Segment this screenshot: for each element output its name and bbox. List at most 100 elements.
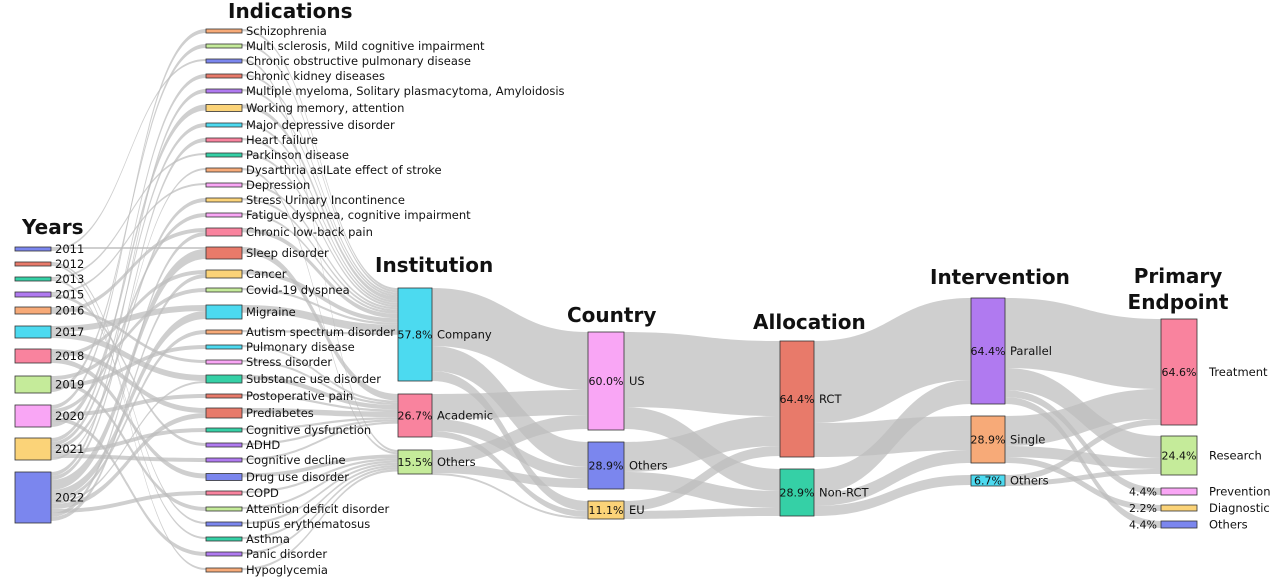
indications-node-asthma [205,536,243,542]
indications-node-depression [205,182,243,188]
indications-node-pulmonary-disease [205,344,243,350]
indications-institution-link [242,462,398,525]
indications-institution-link [242,375,398,410]
pct-prevention: 4.4% [1129,486,1157,499]
indications-institution-link [242,153,398,308]
pct-allocation-rct: 64.4% [780,393,815,406]
institution-country-link [432,390,588,419]
indications-institution-link [242,394,398,412]
years-indications-link [51,413,206,509]
indications-institution-link [242,421,398,461]
indications-institution-link [242,458,398,494]
institution-node-others [397,449,433,475]
years-indications-link [51,279,206,539]
indications-label-migraine: Migraine [246,305,296,319]
intervention-endpoint-link [1005,298,1161,389]
years-indications-link [51,198,206,450]
indications-label-adhd: ADHD [246,438,280,452]
pct-country-others: 28.9% [589,460,624,473]
indications-institution-link [242,228,398,319]
indications-node-chronic-kidney-diseases [205,73,243,79]
indications-node-migraine [205,304,243,320]
pct-others: 4.4% [1129,519,1157,532]
years-indications-link [51,168,206,460]
indications-node-multi-sclerosis-mild-cognitive-impairment [205,43,243,49]
indications-institution-link [242,44,398,293]
indications-label-major-depressive-disorder: Major depressive disorder [246,118,395,132]
primary_endpoint-node-prevention [1160,487,1198,496]
country-allocation-link [624,508,780,519]
indications-node-fatigue-dyspnea-cognitive-impairment [205,212,243,218]
years-indications-link [51,74,206,442]
intervention-label-single: Single [1010,433,1045,447]
pct-institution-academic: 26.7% [398,410,433,423]
institution-country-link [432,288,588,390]
years-indications-link [51,428,206,454]
indications-node-autism-spectrum-disorder [205,329,243,335]
indications-institution-link [242,305,398,333]
indications-label-working-memory-attention: Working memory, attention [246,101,404,115]
pct-intervention-parallel: 64.4% [971,345,1006,358]
column-headers: Years Indications Institution Country Al… [21,0,1229,334]
indications-node-drug-use-disorder [205,473,243,481]
years-indications-link [51,381,206,504]
years-label-2022: 2022 [55,491,84,505]
indications-node-stress-disorder [205,359,243,365]
indications-institution-link [242,454,398,478]
indications-label-substance-use-disorder: Substance use disorder [246,372,381,386]
indications-label-stress-urinary-incontinence: Stress Urinary Incontinence [246,193,405,207]
indications-label-sleep-disorder: Sleep disorder [246,246,329,260]
indications-node-dysarthria-asilate-effect-of-stroke [205,167,243,173]
years-node-2018 [14,348,52,364]
indications-label-attention-deficit-disorder: Attention deficit disorder [246,502,389,516]
intervention-node-others [970,474,1006,487]
indications-node-postoperative-pain [205,393,243,399]
country-allocation-link [624,472,780,508]
allocation-intervention-link [814,450,971,506]
years-indications-link [51,29,206,409]
primary_endpoint-node-research [1160,435,1198,476]
years-label-2019: 2019 [55,378,84,392]
years-indications-link [51,249,206,490]
years-label-2016: 2016 [55,304,84,318]
indications-node-multiple-myeloma-solitary-plasmacytoma-amyloidosis [205,88,243,94]
indications-label-lupus-erythematosus: Lupus erythematosus [246,517,370,531]
institution-country-link [432,464,588,488]
header-country: Country [567,303,656,327]
years-indications-link [51,417,206,556]
indications-institution-link [242,89,398,297]
indications-institution-link [242,464,398,540]
intervention-endpoint-link [1005,419,1161,481]
indications-node-panic-disorder [205,551,243,557]
years-indications-link [51,491,206,513]
pct-treatment: 64.6% [1162,366,1197,379]
indications-label-covid-19-dyspnea: Covid-19 dyspnea [246,283,350,297]
years-indications-link [51,274,206,521]
years-indications-link [51,232,206,517]
institution-label-others: Others [437,455,476,469]
indications-label-fatigue-dyspnea-cognitive-impairment: Fatigue dyspnea, cognitive impairment [246,208,471,222]
years-indications-link [51,138,206,480]
indications-institution-link [242,123,398,303]
indications-label-autism-spectrum-disorder: Autism spectrum disorder [246,325,395,339]
indications-label-cognitive-decline: Cognitive decline [246,453,346,467]
country-node-eu [587,500,625,520]
indications-label-postoperative-pain: Postoperative pain [246,389,353,403]
indications-label-panic-disorder: Panic disorder [246,547,327,561]
indications-label-cognitive-dysfunction: Cognitive dysfunction [246,423,371,437]
years-indications-link [51,89,206,476]
indications-institution-link [242,74,398,295]
indications-node-heart-failure [205,137,243,143]
indications-node-lupus-erythematosus [205,521,243,527]
intervention-endpoint-link [1005,469,1161,486]
pct-country-eu: 11.1% [589,504,624,517]
indications-node-chronic-low-back-pain [205,227,243,237]
header-allocation: Allocation [753,310,866,334]
country-allocation-link [624,446,780,511]
indications-node-working-memory-attention [205,104,243,112]
endpoint-label-diagnostic: Diagnostic [1209,501,1270,515]
header-indications: Indications [228,0,353,23]
indications-label-asthma: Asthma [246,532,290,546]
